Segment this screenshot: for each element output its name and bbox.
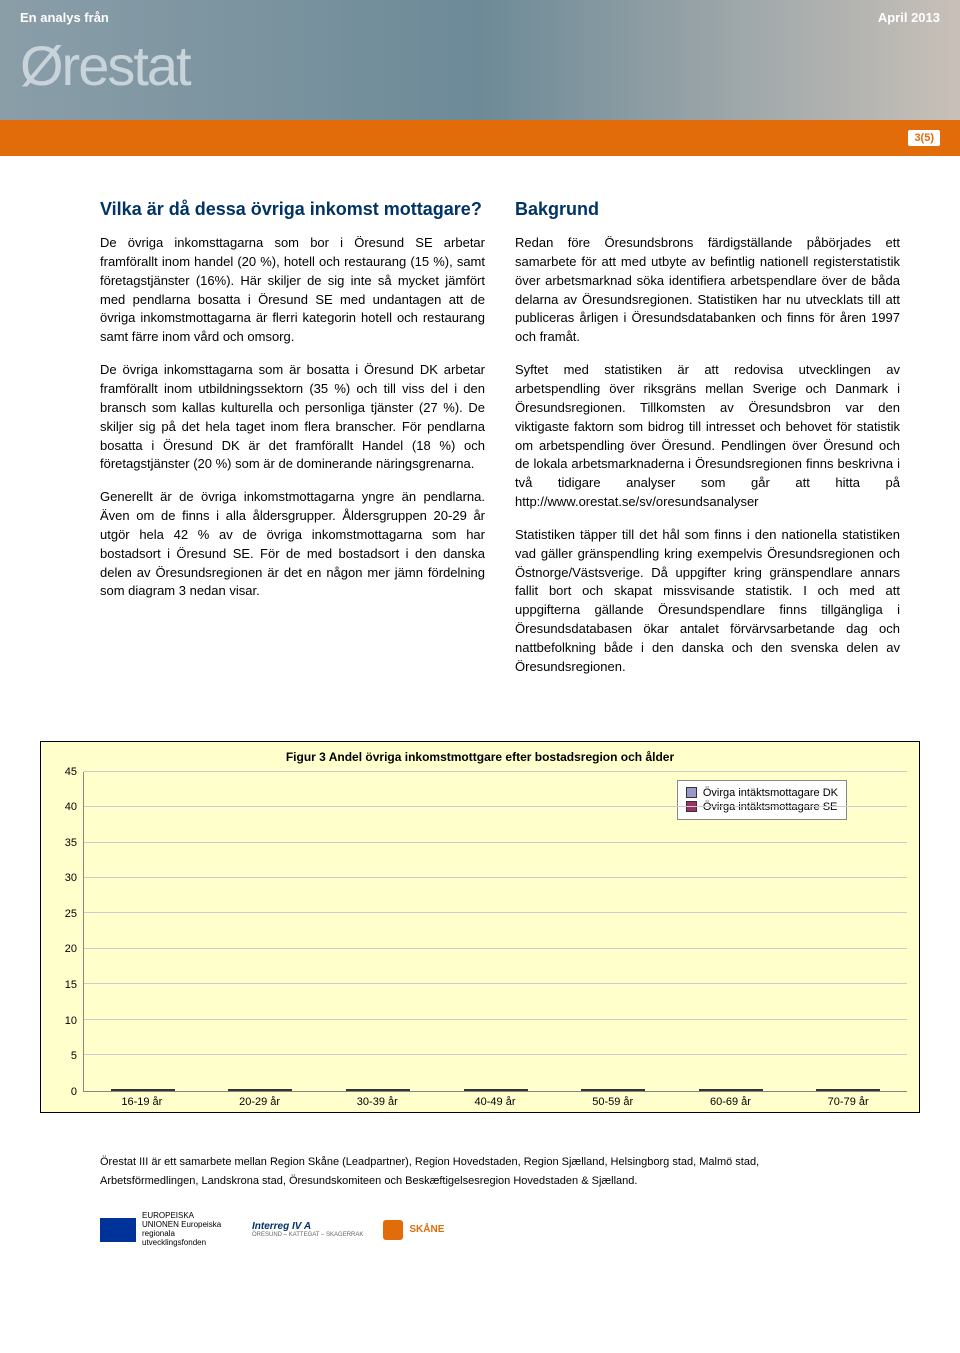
left-p3: Generellt är de övriga inkomstmottagarna… — [100, 488, 485, 601]
y-tick: 0 — [71, 1086, 77, 1098]
bar — [464, 1089, 496, 1091]
interreg-text: Interreg IV A — [252, 1221, 363, 1232]
bar — [816, 1089, 848, 1091]
bar-group — [554, 1089, 672, 1091]
footer-line1: Örestat III är ett samarbete mellan Regi… — [100, 1153, 900, 1173]
y-tick: 5 — [71, 1050, 77, 1062]
right-heading: Bakgrund — [515, 196, 900, 222]
eu-flag-icon — [100, 1218, 136, 1242]
bar — [111, 1089, 143, 1091]
y-tick: 30 — [65, 872, 77, 884]
chart-figure-3: Figur 3 Andel övriga inkomstmottgare eft… — [40, 741, 920, 1113]
content-area: Vilka är då dessa övriga inkomst mottaga… — [0, 156, 960, 711]
bar — [496, 1089, 528, 1091]
x-label: 20-29 år — [201, 1096, 319, 1108]
y-tick: 20 — [65, 943, 77, 955]
x-axis-labels: 16-19 år20-29 år30-39 år40-49 år50-59 år… — [83, 1096, 907, 1108]
skane-text: SKÅNE — [409, 1224, 444, 1235]
bar-group — [789, 1089, 907, 1091]
left-p2: De övriga inkomsttagarna som är bosatta … — [100, 361, 485, 474]
left-p1: De övriga inkomsttagarna som bor i Öresu… — [100, 234, 485, 347]
bar — [143, 1089, 175, 1091]
skane-logo: SKÅNE — [383, 1220, 444, 1240]
footer-text: Örestat III är ett samarbete mellan Regi… — [100, 1153, 900, 1193]
skane-icon — [383, 1220, 403, 1240]
interreg-subtext: ÖRESUND – KATTEGAT – SKAGERRAK — [252, 1232, 363, 1238]
x-label: 70-79 år — [789, 1096, 907, 1108]
bar — [581, 1089, 613, 1091]
right-p3: Statistiken täpper till det hål som finn… — [515, 526, 900, 677]
chart-title: Figur 3 Andel övriga inkomstmottgare eft… — [53, 750, 907, 764]
x-label: 60-69 år — [672, 1096, 790, 1108]
y-tick: 15 — [65, 979, 77, 991]
left-column: Vilka är då dessa övriga inkomst mottaga… — [100, 196, 485, 691]
bar — [613, 1089, 645, 1091]
orestat-logo: Ørestat — [20, 33, 940, 98]
footer-logos: EUROPEISKA UNIONEN Europeiska regionala … — [100, 1212, 900, 1247]
gridline — [84, 877, 907, 878]
x-label: 40-49 år — [436, 1096, 554, 1108]
y-axis: 051015202530354045 — [53, 772, 83, 1092]
gridline — [84, 1054, 907, 1055]
footer-line2: Arbetsförmedlingen, Landskrona stad, Öre… — [100, 1172, 900, 1192]
eu-logo: EUROPEISKA UNIONEN Europeiska regionala … — [100, 1212, 232, 1247]
x-label: 50-59 år — [554, 1096, 672, 1108]
y-tick: 25 — [65, 908, 77, 920]
x-label: 16-19 år — [83, 1096, 201, 1108]
gridline — [84, 771, 907, 772]
bar-group — [672, 1089, 790, 1091]
bar — [378, 1089, 410, 1091]
y-tick: 40 — [65, 801, 77, 813]
eu-label: EUROPEISKA UNIONEN Europeiska regionala … — [142, 1212, 232, 1247]
bar — [731, 1089, 763, 1091]
date-label: April 2013 — [878, 10, 940, 25]
y-tick: 35 — [65, 837, 77, 849]
gridline — [84, 983, 907, 984]
interreg-logo: Interreg IV A ÖRESUND – KATTEGAT – SKAGE… — [252, 1221, 363, 1238]
header-banner: En analys från April 2013 Ørestat — [0, 0, 960, 120]
analysis-from-label: En analys från — [20, 10, 109, 25]
left-heading: Vilka är då dessa övriga inkomst mottaga… — [100, 196, 485, 222]
bar-group — [319, 1089, 437, 1091]
y-tick: 10 — [65, 1015, 77, 1027]
orange-band: 3(5) — [0, 120, 960, 156]
gridline — [84, 842, 907, 843]
plot-area: Övirga intäktsmottagare DKÖvirga intäkts… — [83, 772, 907, 1092]
bar — [346, 1089, 378, 1091]
bar-group — [202, 1089, 320, 1091]
right-p2: Syftet med statistiken är att redovisa u… — [515, 361, 900, 512]
bar-group — [437, 1089, 555, 1091]
x-label: 30-39 år — [318, 1096, 436, 1108]
right-p1: Redan före Öresundsbrons färdigställande… — [515, 234, 900, 347]
gridline — [84, 1019, 907, 1020]
page-indicator: 3(5) — [908, 130, 940, 146]
gridline — [84, 912, 907, 913]
bar — [228, 1089, 260, 1091]
bar-group — [84, 1089, 202, 1091]
bar — [848, 1089, 880, 1091]
y-tick: 45 — [65, 766, 77, 778]
bar — [260, 1089, 292, 1091]
bar — [699, 1089, 731, 1091]
right-column: Bakgrund Redan före Öresundsbrons färdig… — [515, 196, 900, 691]
gridline — [84, 806, 907, 807]
gridline — [84, 948, 907, 949]
